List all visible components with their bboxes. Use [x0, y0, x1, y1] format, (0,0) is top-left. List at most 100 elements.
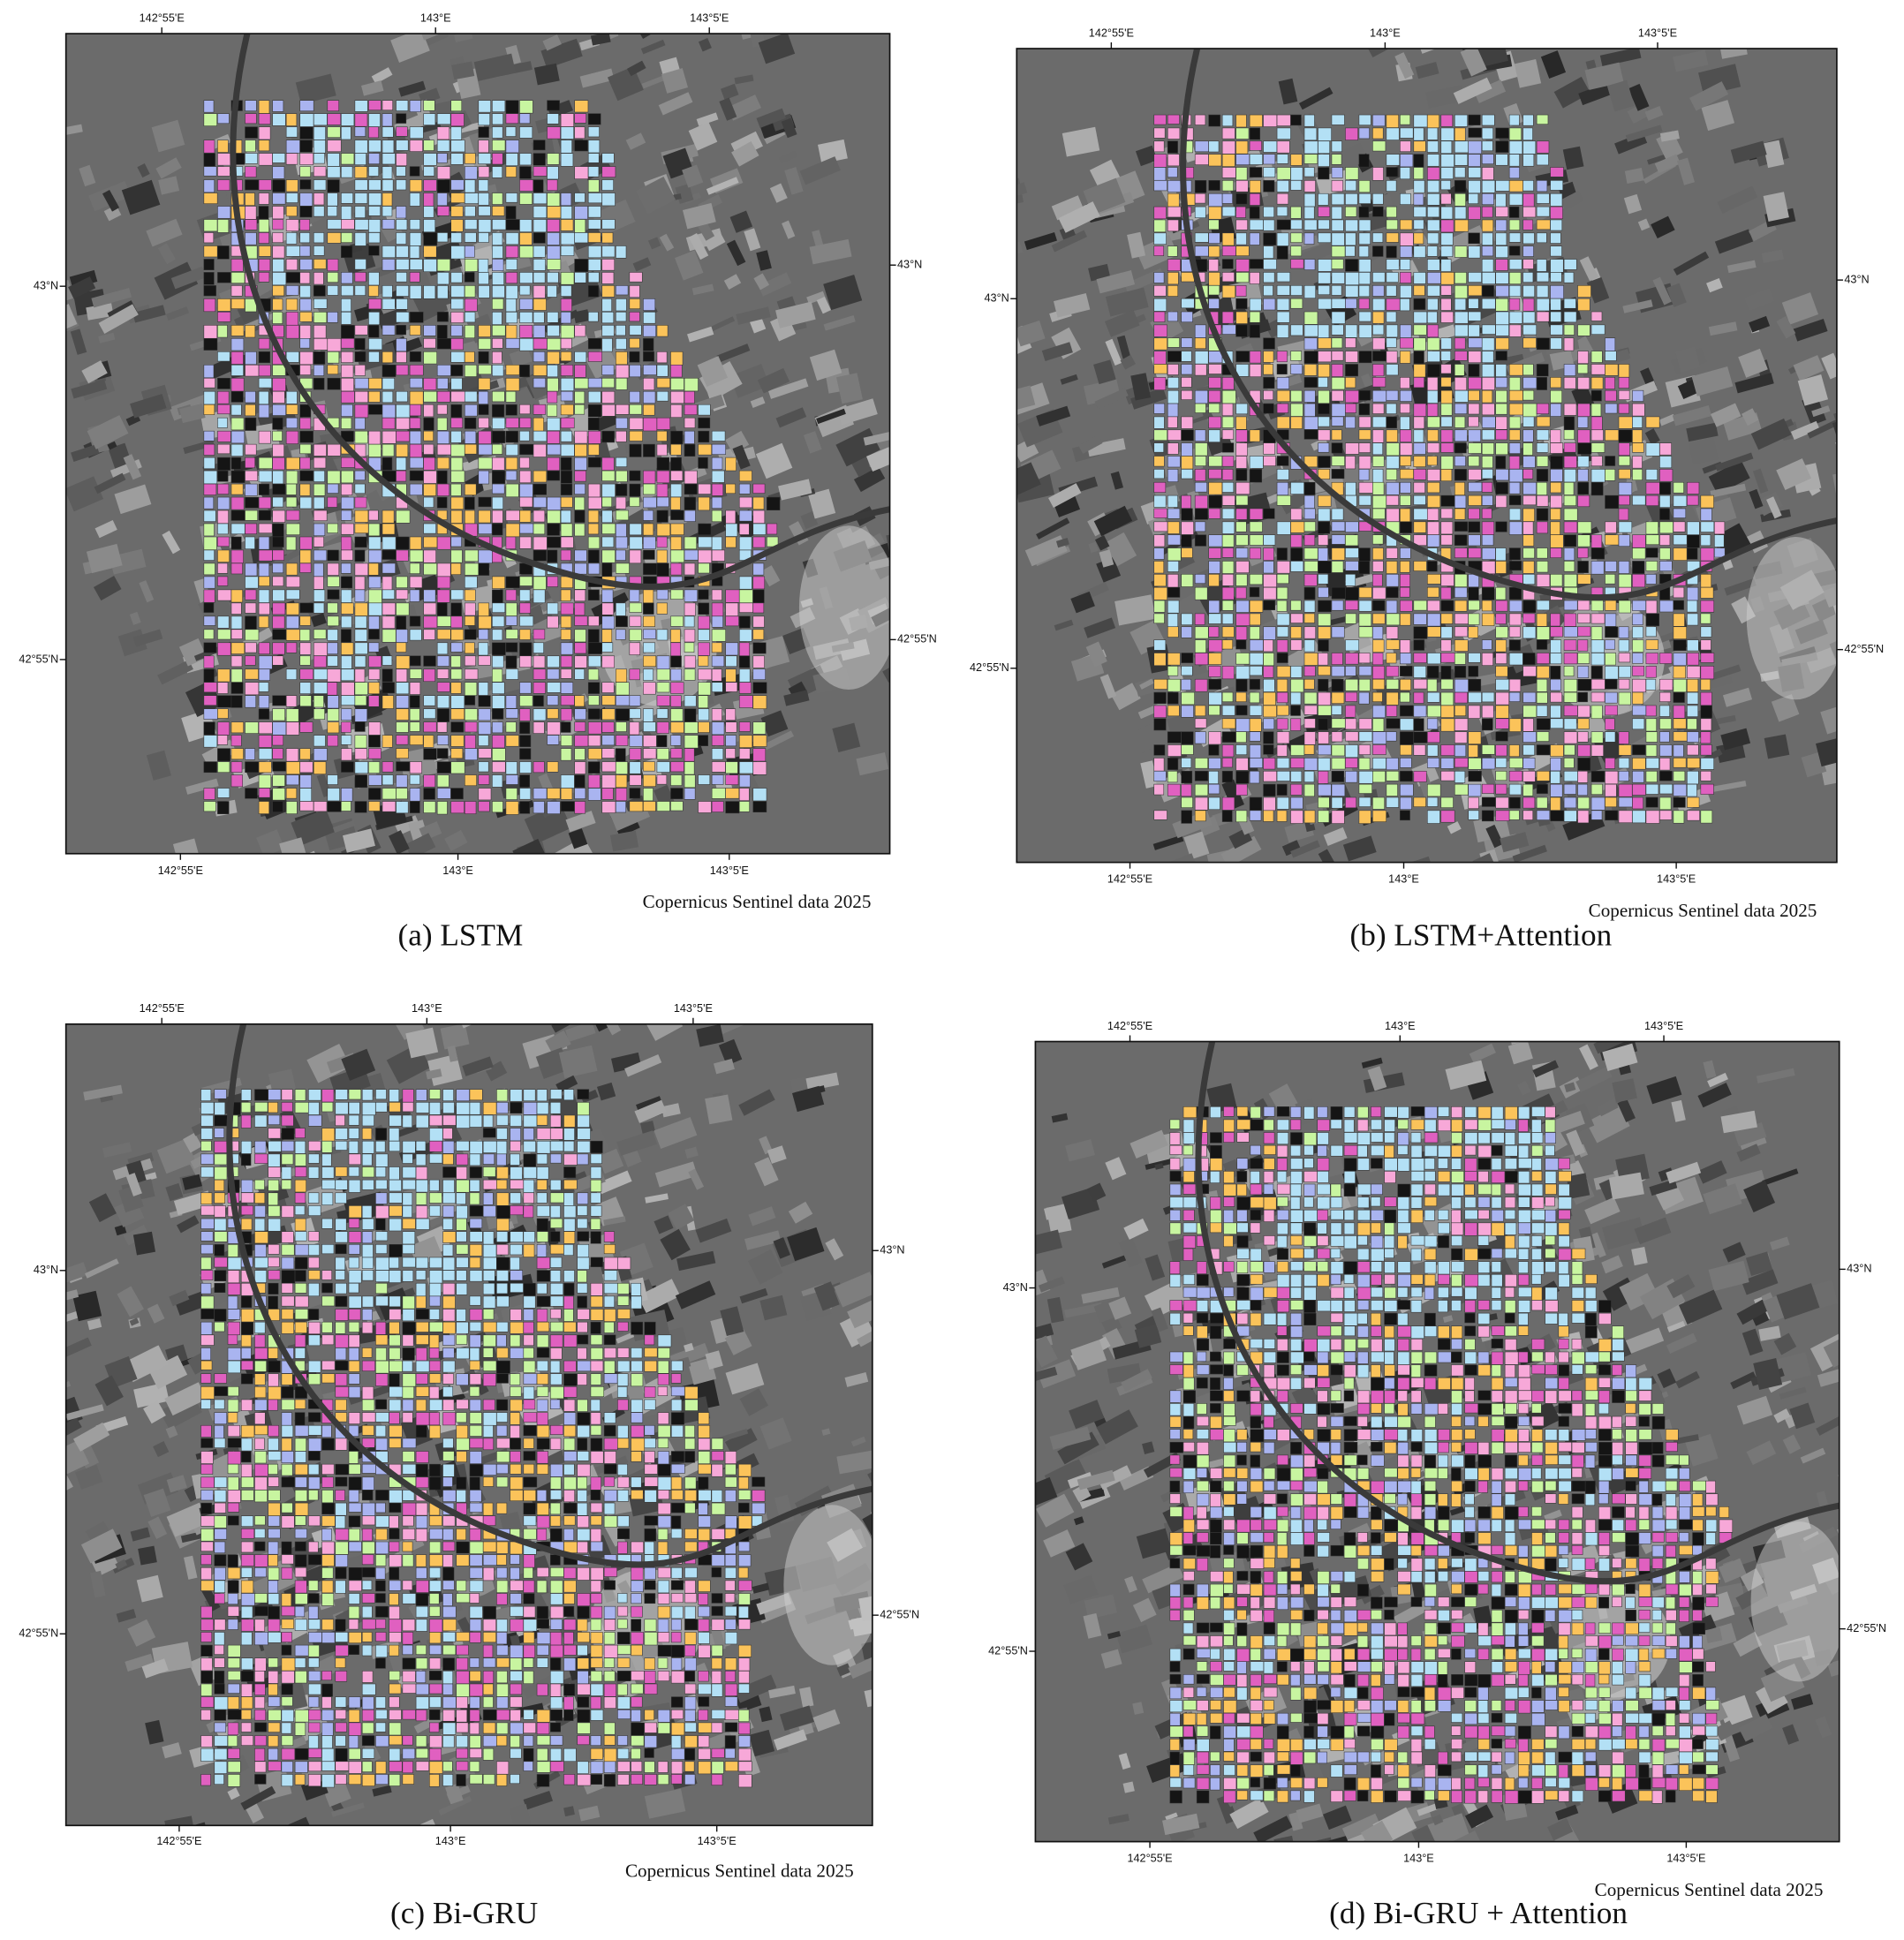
parcel	[1522, 442, 1533, 456]
parcel	[1590, 442, 1606, 453]
parcel	[1413, 442, 1426, 455]
parcel	[1440, 232, 1454, 245]
parcel	[258, 668, 270, 681]
parcel	[1440, 285, 1452, 296]
parcel	[396, 166, 406, 177]
parcel	[698, 735, 708, 746]
parcel	[643, 351, 654, 362]
parcel	[1495, 232, 1507, 246]
parcel	[1687, 705, 1699, 717]
parcel	[1645, 758, 1659, 769]
caption: (b) LSTM+Attention	[1350, 918, 1613, 953]
parcel	[601, 272, 615, 284]
parcel	[285, 470, 298, 485]
parcel	[1303, 731, 1316, 745]
parcel	[492, 364, 504, 377]
parcel	[587, 761, 601, 774]
parcel	[1563, 810, 1577, 822]
parcel	[505, 801, 519, 815]
parcel	[1508, 586, 1522, 600]
parcel	[533, 338, 548, 350]
parcel	[1358, 547, 1371, 562]
parcel	[492, 682, 505, 694]
parcel	[285, 325, 299, 339]
parcel	[1303, 508, 1316, 520]
parcel	[616, 312, 627, 322]
parcel	[1208, 600, 1220, 614]
parcel	[1221, 494, 1235, 506]
parcel	[1276, 744, 1288, 757]
parcel	[258, 589, 270, 603]
parcel	[1194, 389, 1208, 404]
parcel	[1263, 758, 1276, 770]
texture	[783, 690, 810, 706]
parcel	[450, 562, 462, 575]
parcel	[1358, 561, 1370, 575]
texture	[1086, 438, 1126, 457]
parcel	[423, 140, 434, 151]
parcel	[327, 470, 341, 485]
parcel	[587, 443, 600, 456]
parcel	[752, 721, 767, 735]
parcel	[1673, 758, 1687, 768]
parcel	[341, 615, 352, 629]
parcel	[684, 655, 696, 668]
parcel	[533, 166, 548, 177]
parcel	[1386, 337, 1397, 348]
parcel	[1263, 337, 1275, 350]
texture	[959, 705, 975, 720]
parcel	[1194, 534, 1207, 547]
parcel	[1590, 810, 1603, 820]
texture	[30, 247, 42, 269]
parcel	[1563, 298, 1576, 309]
parcel	[1645, 600, 1658, 614]
parcel	[643, 390, 656, 404]
parcel	[423, 219, 436, 233]
texture	[952, 600, 975, 615]
parcel	[1400, 494, 1411, 506]
parcel	[1331, 167, 1343, 178]
parcel	[1700, 547, 1715, 562]
parcel	[272, 523, 284, 538]
parcel	[587, 708, 601, 720]
parcel	[1440, 639, 1452, 652]
parcel	[1372, 192, 1384, 205]
parcel	[423, 655, 436, 667]
texture	[918, 505, 934, 531]
parcel	[1372, 639, 1385, 653]
parcel	[711, 748, 724, 760]
parcel	[1276, 613, 1290, 626]
texture	[865, 447, 890, 472]
parcel	[354, 496, 367, 509]
texture	[291, 808, 336, 846]
parcel	[1208, 351, 1223, 364]
texture	[93, 576, 122, 601]
parcel	[656, 510, 669, 523]
parcel	[1645, 561, 1658, 571]
texture	[682, 202, 716, 230]
parcel	[574, 259, 589, 273]
parcel	[203, 602, 215, 613]
parcel	[230, 536, 242, 550]
parcel	[1687, 639, 1699, 652]
parcel	[1468, 403, 1480, 415]
parcel	[1153, 298, 1167, 312]
parcel	[299, 153, 314, 165]
parcel	[1318, 626, 1332, 639]
parcel	[684, 721, 699, 734]
parcel	[1153, 613, 1165, 624]
parcel	[1454, 311, 1469, 324]
parcel	[368, 629, 380, 640]
parcel	[313, 338, 329, 351]
parcel	[341, 272, 353, 284]
parcel	[1495, 547, 1507, 562]
parcel	[601, 602, 615, 615]
parcel	[1263, 456, 1276, 466]
texture	[591, 0, 633, 20]
parcel	[574, 788, 586, 799]
right-label: 43°N	[1844, 273, 1869, 285]
parcel	[1590, 547, 1605, 560]
texture	[593, 411, 619, 432]
texture	[1054, 619, 1074, 631]
parcel	[629, 589, 640, 602]
